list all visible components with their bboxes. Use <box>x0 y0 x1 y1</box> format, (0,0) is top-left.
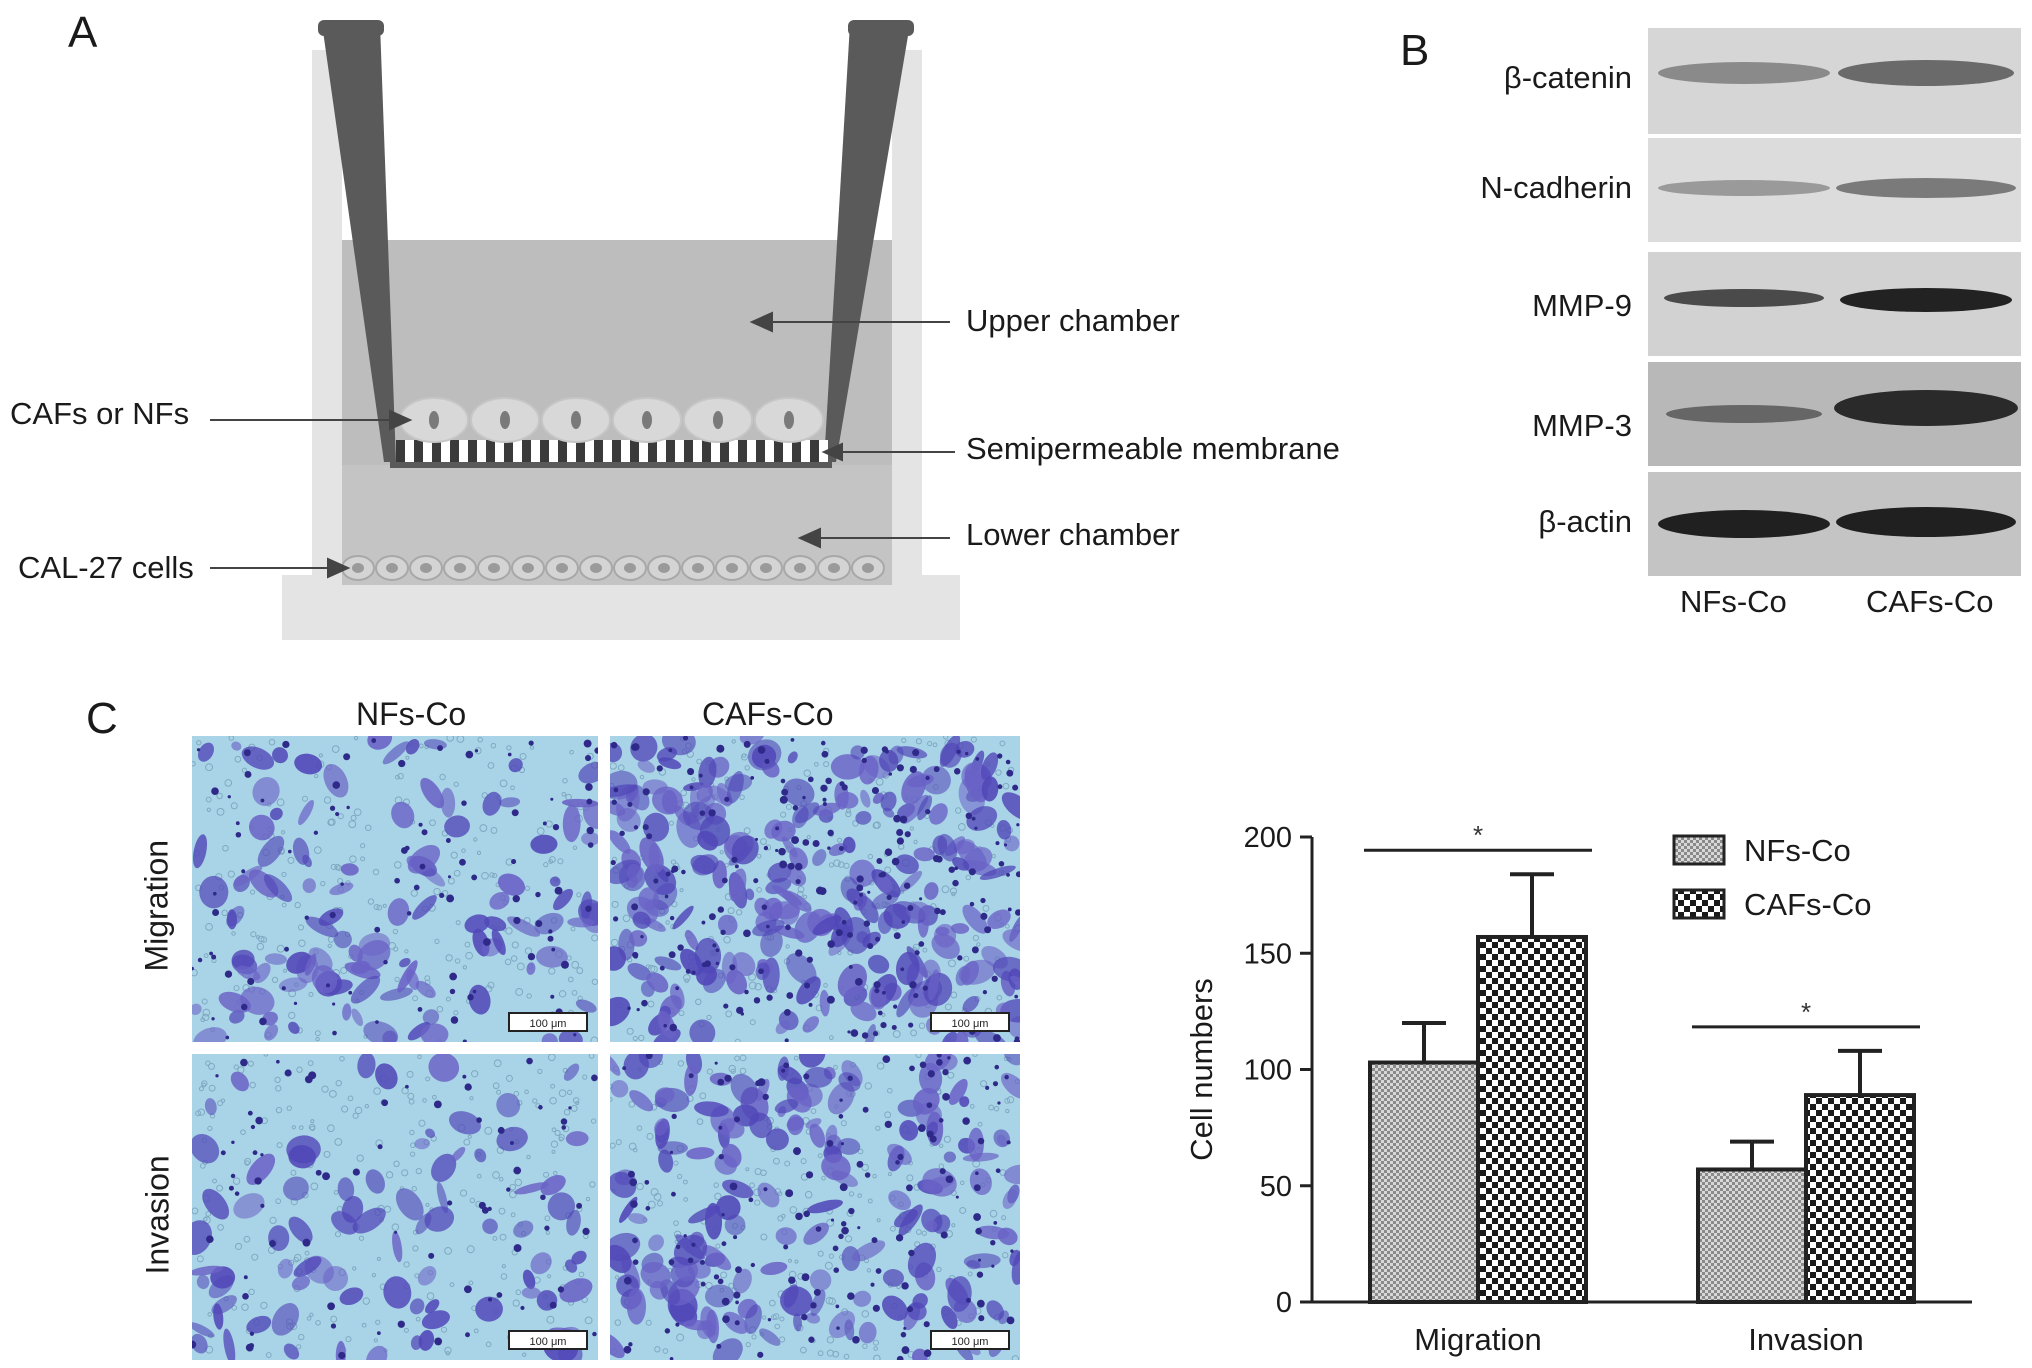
scale-bar: 100 μm <box>508 1012 588 1032</box>
legend-label: NFs-Co <box>1744 833 1851 868</box>
scale-bar: 100 μm <box>930 1330 1010 1350</box>
blot-mmp3 <box>1648 362 2021 466</box>
band-label-n-cadherin: N-cadherin <box>1480 170 1632 205</box>
blot-beta-actin <box>1648 472 2021 576</box>
scale-bar: 100 μm <box>508 1330 588 1350</box>
insert-wall-right <box>824 24 910 462</box>
y-tick-label: 50 <box>1260 1171 1292 1203</box>
transwell-diagram <box>210 20 960 640</box>
x-category-label: Invasion <box>1748 1322 1863 1357</box>
y-axis-label: Cell numbers <box>1184 978 1219 1161</box>
lane-label-cafs: CAFs-Co <box>1866 584 1994 619</box>
significance-marker: * <box>1801 997 1811 1027</box>
well-wall-right <box>892 50 922 580</box>
micro-row-migration: Migration <box>138 839 175 972</box>
band-label-mmp3: MMP-3 <box>1532 408 1632 443</box>
bar-invasion-cafs-co <box>1804 1093 1916 1305</box>
panel-b-letter: B <box>1400 26 1430 75</box>
cafs-or-nfs-label: CAFs or NFs <box>10 396 190 431</box>
cal27-cells <box>341 555 885 581</box>
scale-bar: 100 μm <box>930 1012 1010 1032</box>
lane-label-nfs: NFs-Co <box>1680 584 1787 619</box>
micrograph-migration-nfs: 100 μm <box>192 736 598 1042</box>
blot-mmp9 <box>1648 252 2021 356</box>
micrograph-invasion-nfs: 100 μm <box>192 1054 598 1360</box>
micro-col-cafs: CAFs-Co <box>702 696 834 732</box>
membrane-label: Semipermeable membrane <box>966 431 1340 466</box>
well-wall-left <box>312 50 342 580</box>
panel-a-letter: A <box>68 8 98 57</box>
insert-wall-left <box>322 24 396 462</box>
cafs-or-nfs-cells <box>399 397 824 443</box>
micrograph-migration-cafs: 100 μm <box>610 736 1020 1042</box>
blot-n-cadherin <box>1648 138 2021 242</box>
panel-c-letter: C <box>86 694 118 743</box>
band-label-beta-catenin: β-catenin <box>1503 60 1632 95</box>
diagram-arrows <box>210 311 955 579</box>
band-label-beta-actin: β-actin <box>1538 504 1632 539</box>
bar-chart: 0 50 100 150 200 Cell numbers * Migration * Inva… <box>1184 820 1972 1357</box>
legend-swatch <box>1672 888 1726 920</box>
lower-chamber-label: Lower chamber <box>966 517 1180 552</box>
micro-col-nfs: NFs-Co <box>356 696 467 732</box>
y-tick-label: 0 <box>1276 1287 1292 1319</box>
chart-axes: 0 50 100 150 200 Cell numbers <box>1184 822 1972 1319</box>
y-tick-label: 150 <box>1244 938 1292 970</box>
x-category-label: Migration <box>1414 1322 1542 1357</box>
micro-row-invasion: Invasion <box>139 1155 176 1275</box>
micrograph-invasion-cafs: 100 μm <box>610 1054 1020 1360</box>
legend-swatch <box>1672 834 1726 866</box>
bar-migration-cafs-co <box>1476 934 1588 1304</box>
blot-beta-catenin <box>1648 28 2021 134</box>
cal27-label: CAL-27 cells <box>18 550 194 585</box>
band-label-mmp9: MMP-9 <box>1532 288 1632 323</box>
bar-invasion-nfs-co <box>1696 1167 1808 1304</box>
legend-label: CAFs-Co <box>1744 887 1871 922</box>
y-tick-label: 100 <box>1244 1055 1292 1087</box>
bar-migration-nfs-co <box>1368 1060 1480 1304</box>
significance-marker: * <box>1473 820 1483 850</box>
well-base <box>282 575 960 640</box>
upper-chamber-label: Upper chamber <box>966 303 1180 338</box>
y-tick-label: 200 <box>1244 822 1292 854</box>
chart-legend: NFs-Co CAFs-Co <box>1672 833 1871 922</box>
semipermeable-membrane <box>396 440 828 464</box>
chart-bars: * Migration * Invasion <box>1364 820 1920 1357</box>
